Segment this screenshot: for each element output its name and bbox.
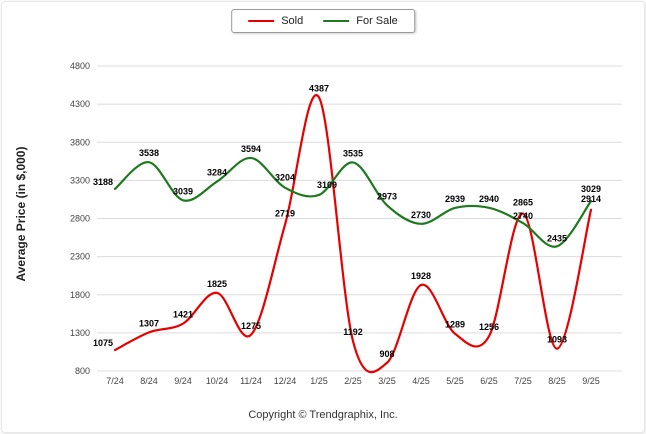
x-tick-label: 10/24 bbox=[206, 376, 229, 386]
x-tick-label: 9/25 bbox=[582, 376, 600, 386]
chart-legend: Sold For Sale bbox=[231, 9, 415, 33]
x-tick-label: 9/24 bbox=[174, 376, 192, 386]
copyright-text: Copyright © Trendgraphix, Inc. bbox=[248, 409, 398, 421]
x-tick-label: 2/25 bbox=[344, 376, 362, 386]
x-tick-label: 3/25 bbox=[378, 376, 396, 386]
data-label: 2740 bbox=[513, 211, 533, 221]
data-label: 3109 bbox=[317, 180, 337, 190]
y-tick-label: 4800 bbox=[70, 61, 90, 71]
data-label: 3039 bbox=[173, 186, 193, 196]
data-label: 2719 bbox=[275, 209, 295, 219]
y-tick-label: 2300 bbox=[70, 252, 90, 262]
data-label: 2914 bbox=[581, 194, 601, 204]
x-tick-label: 1/25 bbox=[310, 376, 328, 386]
data-label: 1825 bbox=[207, 279, 227, 289]
sold-line-icon bbox=[248, 20, 275, 22]
legend-label-for-sale: For Sale bbox=[356, 15, 398, 27]
data-label: 1275 bbox=[241, 321, 261, 331]
y-tick-label: 1800 bbox=[70, 290, 90, 300]
data-label: 1307 bbox=[139, 318, 159, 328]
data-label: 1256 bbox=[479, 322, 499, 332]
data-label: 2435 bbox=[547, 233, 567, 243]
x-tick-label: 7/24 bbox=[106, 376, 124, 386]
data-label: 2939 bbox=[445, 194, 465, 204]
sold-line bbox=[113, 94, 593, 374]
x-tick-label: 5/25 bbox=[446, 376, 464, 386]
data-label: 908 bbox=[379, 349, 394, 359]
data-label: 2973 bbox=[377, 191, 397, 201]
x-tick-label: 6/25 bbox=[480, 376, 498, 386]
data-label: 1928 bbox=[411, 271, 431, 281]
data-label: 3594 bbox=[241, 144, 261, 154]
y-tick-label: 800 bbox=[75, 366, 90, 376]
legend-label-sold: Sold bbox=[281, 15, 304, 27]
data-label: 2865 bbox=[513, 198, 533, 208]
data-label: 1192 bbox=[343, 327, 363, 337]
x-tick-label: 8/24 bbox=[140, 376, 158, 386]
data-label: 1421 bbox=[173, 310, 193, 320]
data-label: 3284 bbox=[207, 168, 227, 178]
data-label: 3188 bbox=[93, 177, 113, 187]
data-label: 2730 bbox=[411, 210, 431, 220]
x-tick-label: 11/24 bbox=[240, 376, 262, 386]
x-tick-label: 7/25 bbox=[514, 376, 532, 386]
data-label: 3029 bbox=[581, 184, 601, 194]
data-label: 3538 bbox=[139, 148, 159, 158]
data-label: 3204 bbox=[275, 173, 295, 183]
data-label: 4387 bbox=[309, 83, 329, 93]
data-label: 2940 bbox=[479, 194, 499, 204]
x-tick-label: 8/25 bbox=[548, 376, 566, 386]
x-tick-label: 4/25 bbox=[412, 376, 430, 386]
data-label: 1075 bbox=[93, 338, 113, 348]
legend-item-sold: Sold bbox=[248, 15, 303, 27]
price-trend-chart: 800 1300 1800 2300 2800 3300 3800 4300 4800 7/24 8… bbox=[70, 61, 622, 386]
y-tick-label: 4300 bbox=[70, 99, 90, 109]
data-label: 1289 bbox=[445, 320, 465, 330]
y-tick-label: 1300 bbox=[70, 328, 90, 338]
x-tick-label: 12/24 bbox=[274, 376, 297, 386]
y-tick-label: 3300 bbox=[70, 175, 90, 185]
for-sale-line-icon bbox=[323, 20, 350, 22]
legend-item-for-sale: For Sale bbox=[323, 15, 398, 27]
data-label: 1093 bbox=[547, 335, 567, 345]
y-tick-label: 3800 bbox=[70, 137, 90, 147]
data-label: 3535 bbox=[343, 148, 363, 158]
for-sale-line bbox=[113, 156, 593, 248]
y-tick-label: 2800 bbox=[70, 214, 90, 224]
